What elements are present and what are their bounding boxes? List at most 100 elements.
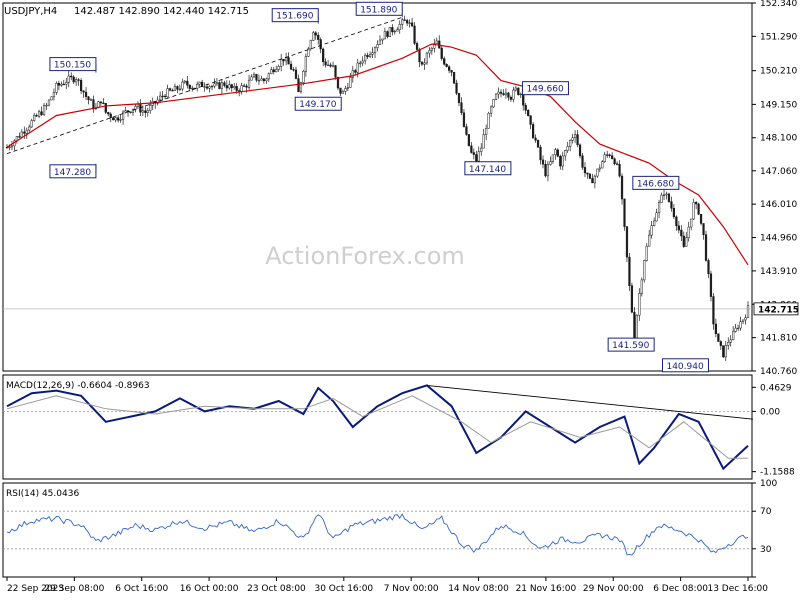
candle-body <box>522 93 525 106</box>
candle-body <box>554 149 557 156</box>
rsi-y-tick-label: 100 <box>760 479 777 489</box>
candle-body <box>598 167 601 170</box>
candle-body <box>662 194 666 196</box>
candle-body <box>203 86 206 88</box>
candle-body <box>166 88 169 98</box>
candle-body <box>356 62 359 73</box>
candle-body <box>84 91 88 98</box>
candle-body <box>514 87 517 91</box>
candle-body <box>670 201 673 209</box>
candle-body <box>302 71 305 83</box>
candle-body <box>297 78 300 93</box>
candle-body <box>289 63 293 70</box>
candle-body <box>65 82 68 85</box>
candle-body <box>613 158 616 165</box>
candle-body <box>457 93 461 103</box>
price-y-tick-label: 148.100 <box>760 134 797 144</box>
candle-body <box>487 112 490 129</box>
candle-body <box>30 120 33 128</box>
candle-body <box>245 85 248 88</box>
level-box <box>49 57 97 72</box>
current-price-label: 142.715 <box>758 305 799 315</box>
candle-body <box>623 198 626 227</box>
x-axis-label: 16 Oct 00:00 <box>180 584 239 594</box>
candle-body <box>494 93 498 100</box>
candle-body <box>218 82 221 89</box>
candle-body <box>99 101 102 104</box>
candle-body <box>309 40 312 50</box>
x-axis-label: 7 Nov 00:00 <box>384 584 439 594</box>
candle-body <box>690 218 693 228</box>
candle-body <box>121 111 125 120</box>
candle-body <box>692 202 695 220</box>
candle-body <box>534 137 537 141</box>
candle-body <box>250 76 253 81</box>
macd-line <box>6 384 749 471</box>
x-axis-label: 23 Oct 08:00 <box>247 584 306 594</box>
candle-body <box>638 293 641 316</box>
x-axis-label: 29 Sep 08:00 <box>44 584 104 594</box>
x-axis-label: 13 Dec 16:00 <box>707 584 768 594</box>
candle-body <box>391 27 394 33</box>
candle-body <box>601 161 604 169</box>
candle-body <box>262 78 265 82</box>
candle-body <box>114 117 117 121</box>
candle-body <box>171 90 174 92</box>
candle-body <box>183 80 186 83</box>
candle-body <box>186 80 189 86</box>
candle-body <box>606 154 609 156</box>
candle-body <box>485 127 488 135</box>
candle-body <box>314 32 317 36</box>
candle-body <box>329 64 332 67</box>
candle-body <box>531 124 535 139</box>
candle-body <box>406 20 409 24</box>
candle-body <box>267 73 270 80</box>
candle-body <box>611 155 614 159</box>
candle-body <box>57 83 60 86</box>
rsi-line <box>6 513 749 556</box>
candle-body <box>739 321 742 329</box>
candle-body <box>618 164 621 177</box>
rsi-y-tick-label: 70 <box>760 507 772 517</box>
candle-body <box>450 70 453 73</box>
candle-body <box>680 229 683 237</box>
candle-body <box>260 78 263 81</box>
x-axis-label: 21 Nov 16:00 <box>516 584 577 594</box>
macd-trendline <box>426 384 753 420</box>
candle-body <box>415 43 419 50</box>
candle-body <box>364 54 367 62</box>
candle-body <box>386 31 389 37</box>
candle-body <box>650 225 653 236</box>
level-box <box>294 96 342 111</box>
candle-body <box>719 341 722 346</box>
candle-body <box>744 317 747 321</box>
candle-body <box>465 126 468 135</box>
candle-body <box>717 333 720 342</box>
x-axis-label: 6 Dec 08:00 <box>653 584 708 594</box>
candle-body <box>714 323 718 335</box>
candle-body <box>448 66 451 71</box>
candle-body <box>480 147 483 152</box>
price-y-tick-label: 150.210 <box>760 67 797 77</box>
candle-body <box>282 59 285 62</box>
rsi-title: RSI(14) 45.0436 <box>6 489 79 499</box>
candle-body <box>104 103 107 113</box>
level-label: 147.280 <box>54 168 91 178</box>
candle-body <box>18 136 21 138</box>
candle-body <box>366 54 369 58</box>
candle-body <box>89 99 93 101</box>
rsi-panel-frame <box>2 482 753 578</box>
candle-body <box>77 79 80 81</box>
candle-body <box>233 86 236 89</box>
macd-title: MACD(12,26,9) -0.6604 -0.8963 <box>6 381 150 391</box>
candle-body <box>470 145 473 153</box>
candle-body <box>20 131 23 138</box>
candle-body <box>472 152 475 155</box>
candle-body <box>131 108 135 113</box>
candle-body <box>576 134 579 146</box>
candle-body <box>331 65 335 67</box>
candle-body <box>272 69 275 73</box>
candle-body <box>277 66 280 70</box>
